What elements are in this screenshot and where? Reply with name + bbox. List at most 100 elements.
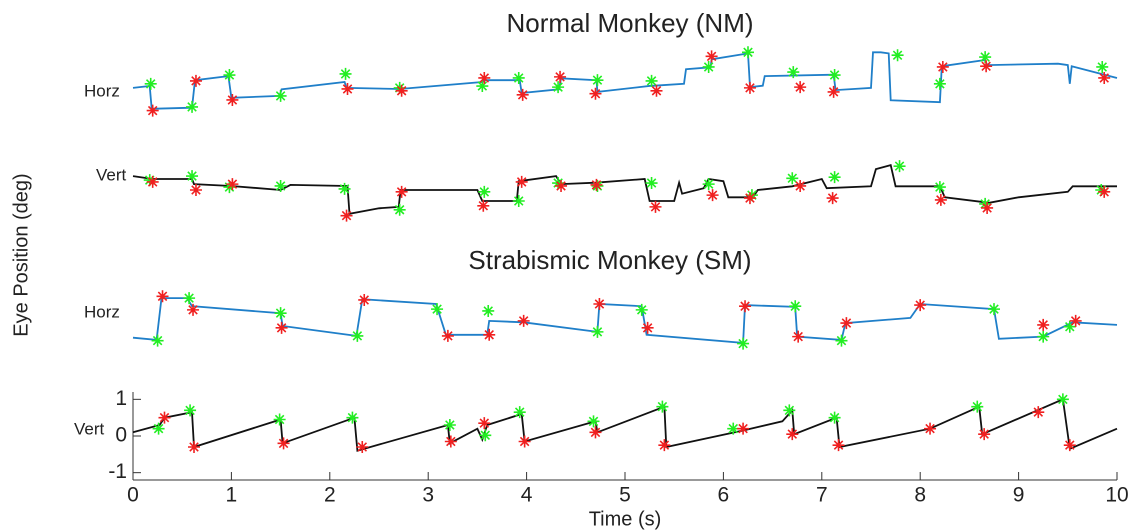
saccade-marker [1063,320,1076,333]
saccade-marker [395,84,408,97]
saccade-marker [479,429,492,442]
saccade-marker [786,428,799,441]
saccade-marker [743,81,756,94]
saccade-marker [589,87,602,100]
saccade-marker [512,71,525,84]
saccade-marker [743,192,756,205]
saccade-marker [649,200,662,213]
saccade-marker [783,404,796,417]
saccade-marker [936,60,949,73]
saccade-marker [828,411,841,424]
saccade-marker [151,334,164,347]
saccade-marker [739,300,752,313]
saccade-marker [1098,185,1111,198]
saccade-marker [341,82,354,95]
saccade-marker [658,439,671,452]
x-tick-label: 6 [718,484,730,507]
saccade-marker [395,185,408,198]
saccade-marker [706,189,719,202]
saccade-marker [1096,60,1109,73]
saccade-marker [787,66,800,79]
saccade-marker [516,88,529,101]
saccade-marker [737,422,750,435]
saccade-marker [933,181,946,194]
saccade-marker [478,417,491,430]
saccade-marker [517,314,530,327]
saccade-marker [552,81,565,94]
saccade-marker [828,69,841,82]
saccade-marker [980,60,993,73]
saccade-marker [786,172,799,185]
saccade-marker [274,89,287,102]
saccade-marker [827,85,840,98]
x-tick-label: 3 [422,484,434,507]
saccade-marker [186,100,199,113]
saccade-marker [891,49,904,62]
y-tick-label: 1 [115,387,127,410]
eye-trace [132,297,1118,344]
saccade-marker [792,330,805,343]
saccade-marker [518,435,531,448]
saccade-marker [274,179,287,192]
saccade-marker [737,337,750,350]
saccade-marker [591,74,604,87]
saccade-marker [914,299,927,312]
saccade-marker [1069,314,1082,327]
eye-trace [132,398,1118,452]
saccade-marker [840,317,853,330]
saccade-marker [513,406,526,419]
saccade-marker [189,184,202,196]
panel-title: Normal Monkey (NM) [506,8,753,38]
x-tick-label: 4 [521,484,533,507]
trace-label: Horz [84,81,120,100]
saccade-marker [144,77,157,90]
saccade-marker [589,426,602,439]
saccade-marker [223,69,236,82]
saccade-marker [346,411,359,424]
saccade-marker [152,422,165,435]
x-tick-label: 10 [1105,484,1128,507]
x-tick-label: 0 [127,484,139,507]
saccade-marker [146,104,159,117]
saccade-marker [189,74,202,87]
saccade-marker [1037,330,1050,343]
saccade-marker [188,441,201,453]
saccade-marker [554,70,567,83]
saccade-marker [226,93,239,106]
trace-label: Horz [84,302,120,321]
trace-label: Vert [96,165,127,184]
saccade-marker [186,170,199,183]
x-tick-label: 8 [914,484,926,507]
saccade-marker [924,422,937,435]
saccade-marker [512,195,525,207]
saccade-marker [443,419,456,431]
saccade-marker [650,84,663,97]
saccade-marker [146,175,159,188]
x-axis-label: Time (s) [589,508,662,530]
saccade-marker [742,46,754,59]
x-tick-label: 5 [619,484,631,507]
saccade-marker [358,293,371,306]
y-axis-label: Eye Position (deg) [10,173,32,336]
saccade-marker [478,185,491,198]
saccade-marker [340,209,353,222]
saccade-marker [184,404,197,417]
saccade-marker [441,329,454,342]
saccade-marker [971,400,984,413]
saccade-marker [555,179,568,192]
saccade-marker [635,303,648,316]
saccade-marker [591,325,604,338]
saccade-marker [835,334,848,347]
saccade-marker [794,179,807,192]
saccade-marker [978,428,991,441]
y-tick-label: -1 [108,460,127,483]
saccade-marker [339,67,352,80]
saccade-marker [482,304,495,317]
saccade-marker [593,298,606,310]
eye-trace [132,163,1117,215]
saccade-marker [393,203,406,216]
panel-title: Strabismic Monkey (SM) [468,245,751,275]
saccade-marker [727,422,740,435]
saccade-marker [645,74,658,87]
saccade-marker [933,77,946,90]
